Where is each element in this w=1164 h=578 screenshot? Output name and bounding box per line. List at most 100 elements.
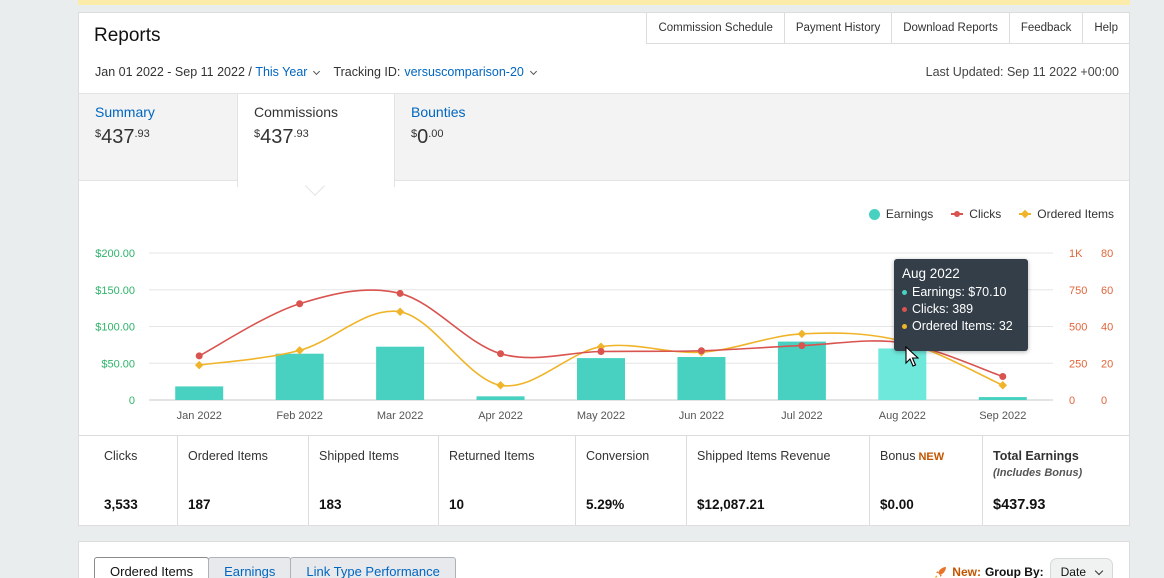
commission-schedule-link[interactable]: Commission Schedule (647, 13, 785, 43)
y-right-clicks-tick-label: 250 (1069, 358, 1087, 370)
legend-ordered-items[interactable]: Ordered Items (1019, 207, 1114, 221)
currency-symbol: $ (254, 128, 261, 140)
tab-label: Commissions (254, 104, 339, 120)
stat-value: 10 (449, 497, 465, 512)
notification-banner (78, 0, 1130, 5)
clicks-point (396, 289, 404, 297)
clicks-point (999, 372, 1007, 380)
clicks-point (296, 300, 304, 308)
group-by-select[interactable]: Date (1049, 558, 1113, 578)
stat-label: Total Earnings (993, 449, 1079, 463)
ordered-items-point (496, 381, 505, 390)
x-tick-label: Sep 2022 (979, 410, 1026, 422)
help-link[interactable]: Help (1094, 22, 1118, 34)
tab-earnings[interactable]: Earnings (208, 557, 292, 578)
legend-clicks[interactable]: Clicks (951, 207, 1001, 221)
stat-value: 3,533 (104, 497, 138, 512)
amount-fraction: .93 (134, 128, 150, 140)
earnings-bar (275, 353, 324, 400)
y-left-tick-label: $100.00 (95, 322, 135, 334)
earnings-bar (476, 396, 525, 400)
stat-label: Conversion (586, 449, 650, 463)
ordered-items-point (797, 329, 807, 339)
clicks-point (195, 352, 203, 360)
stat-clicks: Clicks 3,533 (79, 436, 178, 525)
y-right-items-tick-label: 60 (1101, 285, 1113, 297)
amount-whole: 437 (101, 126, 135, 148)
earnings-bar (878, 348, 927, 400)
commissions-amount: $ 437 .93 (254, 126, 378, 149)
stat-label: Bonus NEW (880, 449, 972, 463)
currency-symbol: $ (95, 128, 102, 140)
clicks-dot-icon (902, 306, 907, 312)
amount-whole: 0 (417, 126, 429, 148)
chevron-down-icon[interactable] (313, 67, 321, 75)
chevron-down-icon[interactable] (529, 67, 537, 75)
ordered-items-point (998, 381, 1008, 390)
tooltip-title: Aug 2022 (902, 266, 960, 281)
x-tick-label: Apr 2022 (478, 410, 523, 422)
stat-ordered-items: Ordered Items 187 (178, 436, 309, 525)
date-range: Jan 01 2022 - Sep 11 2022 (95, 65, 245, 79)
stat-value: $0.00 (880, 497, 914, 512)
stat-shipped-items: Shipped Items 183 (309, 436, 439, 525)
group-by-control: New: Group By: Date (934, 558, 1113, 578)
chart-tooltip: Aug 2022 Earnings: $70.10 Clicks: 389 Or… (894, 259, 1028, 351)
earnings-dot-icon (902, 289, 907, 295)
feedback-link[interactable]: Feedback (1010, 13, 1084, 43)
new-badge: NEW (918, 451, 945, 463)
report-tabs: Summary $ 437 .93 Commissions $ 437 .93 … (79, 93, 1129, 187)
earnings-legend-icon (868, 208, 880, 220)
group-by-value: Date (1060, 565, 1086, 578)
tab-link-type-performance[interactable]: Link Type Performance (290, 557, 456, 578)
earnings-chart: 0 0 0 $50.00 250 20 $100.00 500 40 $150.00 750 60 $2… (95, 248, 1113, 422)
stat-value: $12,087.21 (697, 497, 765, 512)
stat-label: Returned Items (449, 449, 535, 463)
legend-label: Clicks (969, 207, 1002, 221)
tooltip-clicks: Clicks: 389 (912, 302, 974, 316)
x-tick-label: Jul 2022 (781, 410, 823, 422)
tab-commissions[interactable]: Commissions $ 437 .93 (237, 94, 395, 187)
last-updated: Last Updated: Sep 11 2022 +00:00 (925, 65, 1119, 79)
x-tick-label: Feb 2022 (276, 410, 322, 422)
y-right-clicks-tick-label: 0 (1069, 395, 1075, 407)
chart-legend: Earnings Clicks Ordered Items (868, 207, 1114, 221)
bonus-label: Bonus (880, 449, 916, 463)
x-tick-label: Mar 2022 (377, 410, 423, 422)
reports-card: Reports Commission Schedule Payment Hist… (78, 12, 1130, 526)
amount-fraction: .93 (293, 128, 309, 140)
page-title: Reports (94, 25, 161, 46)
tab-ordered-items[interactable]: Ordered Items (94, 557, 210, 578)
y-right-clicks-tick-label: 1K (1069, 248, 1083, 260)
tooltip-ordered-items: Ordered Items: 32 (912, 319, 1013, 333)
ordered-items-point (295, 346, 304, 355)
currency-symbol: $ (411, 128, 418, 140)
y-left-tick-label: $150.00 (95, 285, 135, 297)
x-tick-label: Jan 2022 (177, 410, 222, 422)
download-reports-link[interactable]: Download Reports (892, 13, 1010, 43)
tracking-id-label: Tracking ID: (333, 65, 401, 79)
y-left-tick-label: 0 (129, 395, 135, 407)
clicks-point (597, 347, 605, 355)
tab-bounties[interactable]: Bounties $ 0 .00 (395, 94, 553, 182)
stat-label: Shipped Items Revenue (697, 449, 831, 463)
tab-summary[interactable]: Summary $ 437 .93 (79, 94, 237, 182)
report-links: Commission Schedule Payment History Down… (646, 13, 1129, 44)
clicks-legend-icon (951, 211, 964, 217)
legend-label: Earnings (885, 207, 934, 221)
x-tick-label: May 2022 (577, 410, 625, 422)
ordered-items-point (194, 360, 204, 370)
stat-label: Clicks (104, 449, 138, 463)
period-dropdown[interactable]: This Year (255, 65, 308, 79)
stat-conversion: Conversion 5.29% (576, 436, 687, 525)
ordered-items-legend-icon (1019, 213, 1032, 215)
tracking-id-dropdown[interactable]: versuscomparison-20 (404, 65, 524, 79)
legend-earnings[interactable]: Earnings (868, 207, 934, 221)
payment-history-link[interactable]: Payment History (785, 13, 893, 43)
tooltip-earnings: Earnings: $70.10 (912, 285, 1007, 299)
tab-label: Bounties (411, 104, 466, 120)
chevron-down-icon (1094, 566, 1104, 575)
tooltip-ordered-row: Ordered Items: 32 (902, 319, 1020, 333)
stat-label: Shipped Items (319, 449, 399, 463)
tooltip-earnings-row: Earnings: $70.10 (902, 285, 1020, 299)
